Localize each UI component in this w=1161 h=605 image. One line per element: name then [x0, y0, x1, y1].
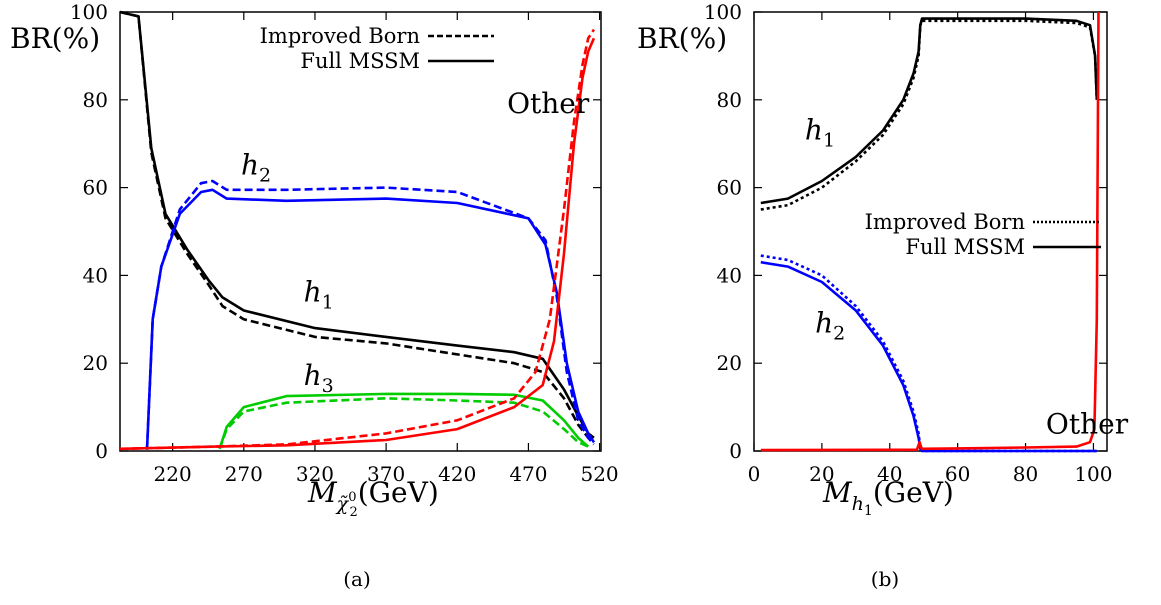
series-line-4: [218, 397, 589, 450]
series-line-4: [760, 11, 1100, 452]
y-axis-label: BR(%): [637, 22, 727, 55]
y-tick-label: 0: [729, 439, 742, 463]
legend-label: Full MSSM: [300, 49, 420, 73]
curve-annotation-text: Other: [1046, 407, 1129, 440]
series-line-3: [145, 188, 595, 450]
y-tick-label: 20: [83, 351, 108, 375]
y-tick-label: 100: [704, 0, 742, 24]
series-line-5: [218, 392, 590, 450]
x-tick-label: 60: [945, 462, 970, 486]
x-axis-label-unit: (GeV): [358, 476, 439, 509]
panel-caption: (a): [343, 567, 371, 591]
series-line-2: [145, 179, 595, 450]
legend-label: Improved Born: [260, 24, 420, 48]
x-axis-label: Mχ̃0 2(GeV): [307, 476, 439, 520]
legend-label: Full MSSM: [905, 235, 1025, 259]
series-line-6: [119, 28, 595, 451]
x-tick-label: 100: [1074, 462, 1112, 486]
curve-annotation-subscript: 1: [823, 129, 835, 151]
y-tick-label: 20: [717, 351, 742, 375]
x-tick-label: 40: [877, 462, 902, 486]
x-tick-label: 80: [1013, 462, 1038, 486]
series-line-1: [119, 10, 595, 439]
panel-caption: (b): [871, 567, 899, 591]
y-tick-label: 40: [717, 263, 742, 287]
x-axis-label-superscript: 0: [348, 490, 356, 505]
y-tick-label: 60: [83, 176, 108, 200]
series-line-1: [760, 17, 1099, 205]
x-axis-label: Mh1(GeV): [822, 476, 954, 519]
curve-annotation-subscript: 2: [259, 164, 271, 186]
y-axis-label: BR(%): [10, 22, 100, 55]
y-tick-label: 0: [95, 439, 108, 463]
x-tick-label: 320: [296, 462, 334, 486]
curve-annotation-text: Other: [507, 87, 590, 120]
x-axis-label-subsubscript: 1: [864, 503, 873, 519]
x-tick-label: 20: [809, 462, 834, 486]
plot-frame: [119, 11, 602, 452]
x-axis-label-symbol: M: [822, 476, 853, 509]
x-axis-label-subsubscript: 2: [349, 505, 357, 520]
x-tick-label: 470: [509, 462, 547, 486]
y-tick-label: 80: [83, 88, 108, 112]
series-line-0: [119, 10, 595, 444]
curve-annotation: h1: [805, 113, 835, 151]
y-tick-label: 60: [717, 176, 742, 200]
curve-annotation-text: h: [805, 113, 823, 146]
x-tick-label: 270: [225, 462, 263, 486]
series-line-7: [119, 37, 596, 451]
curve-annotation: Other: [507, 87, 590, 120]
y-tick-label: 100: [70, 0, 108, 24]
y-tick-label: 80: [717, 88, 742, 112]
x-axis-label-subscript: χ̃: [335, 493, 350, 515]
x-tick-label: 220: [154, 462, 192, 486]
curve-annotation-subscript: 2: [833, 322, 845, 344]
x-tick-label: 0: [748, 462, 761, 486]
curve-annotation-subscript: 3: [322, 375, 334, 397]
x-axis-label-subscript: h: [852, 493, 864, 515]
curve-annotation: h2: [815, 306, 845, 344]
x-axis-label-symbol: M: [307, 476, 338, 509]
curve-annotation: h2: [241, 148, 271, 186]
curve-annotation-text: h: [304, 359, 322, 392]
x-tick-label: 520: [580, 462, 618, 486]
x-axis-label-unit: (GeV): [873, 476, 954, 509]
curve-annotation-text: h: [304, 276, 322, 309]
curve-annotation-text: h: [815, 306, 833, 339]
curve-annotation: Other: [1046, 407, 1129, 440]
x-tick-label: 370: [367, 462, 405, 486]
curve-annotation-subscript: 1: [322, 292, 334, 314]
curve-annotation-text: h: [241, 148, 259, 181]
legend-label: Improved Born: [865, 210, 1025, 234]
y-tick-label: 40: [83, 263, 108, 287]
curve-annotation: h3: [304, 359, 334, 397]
curve-annotation: h1: [304, 276, 334, 314]
x-tick-label: 420: [438, 462, 476, 486]
